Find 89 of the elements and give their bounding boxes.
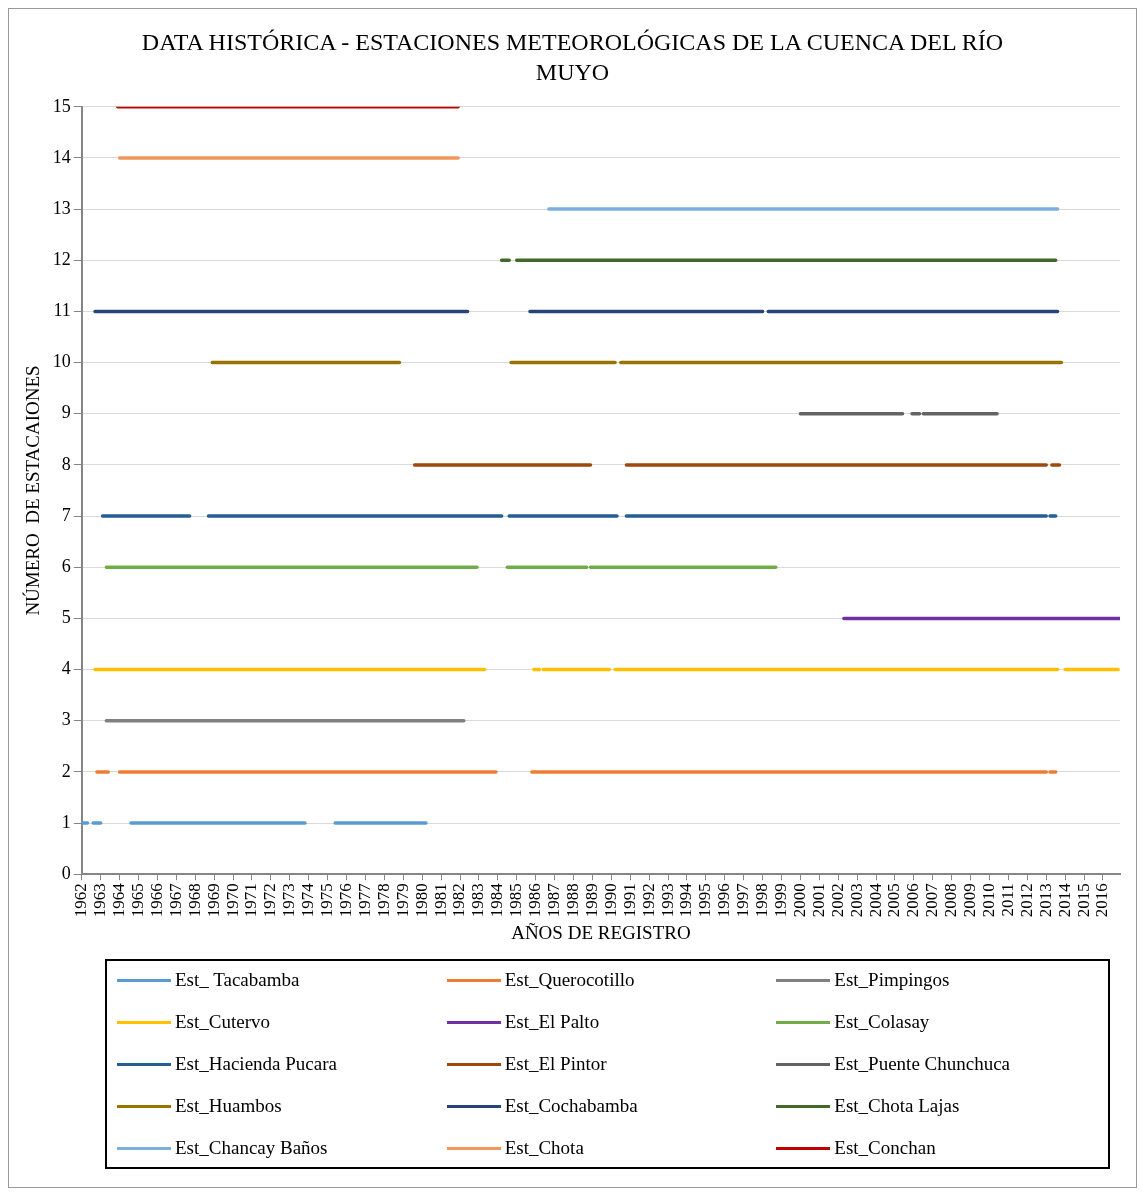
x-tick-label: 2002 [827, 883, 847, 918]
x-tick-label: 1966 [146, 883, 166, 918]
x-tick-label: 1989 [581, 883, 601, 918]
y-tick-label: 0 [61, 862, 71, 883]
x-tick-label: 1978 [373, 883, 393, 918]
y-tick-label: 8 [61, 453, 71, 474]
x-tick-label: 1963 [90, 883, 110, 918]
x-tick-label: 1984 [487, 882, 507, 918]
x-tick-label: 1981 [430, 883, 450, 918]
x-tick-label: 2005 [884, 883, 904, 918]
y-tick-label: 5 [61, 607, 71, 628]
legend-label: Est_Conchan [834, 1137, 936, 1159]
x-tick-label: 1990 [600, 883, 620, 918]
x-tick-label: 1983 [468, 883, 488, 918]
x-tick-label: 1964 [109, 882, 129, 918]
legend-label: Est_Colasay [834, 1011, 930, 1033]
x-tick-label: 2008 [941, 883, 961, 918]
x-tick-label: 1999 [770, 883, 790, 918]
x-tick-label: 1976 [336, 883, 356, 918]
legend-label: Est_Chota Lajas [834, 1095, 960, 1117]
x-tick-label: 2010 [978, 883, 998, 918]
y-tick-label: 3 [61, 709, 71, 730]
x-tick-label: 1967 [165, 882, 185, 918]
x-tick-label: 1996 [714, 883, 734, 918]
x-tick-label: 1962 [71, 883, 91, 918]
x-tick-label: 2011 [997, 883, 1017, 917]
x-tick-label: 2012 [1016, 883, 1036, 918]
y-tick-label: 9 [61, 402, 71, 423]
x-tick-label: 1997 [733, 882, 753, 918]
x-tick-label: 2009 [960, 883, 980, 918]
x-tick-label: 1980 [411, 883, 431, 918]
x-tick-label: 1979 [392, 883, 412, 918]
legend-label: Est_Chota [504, 1137, 584, 1159]
y-tick-label: 4 [61, 658, 71, 679]
legend-label: Est_Querocotillo [504, 969, 635, 991]
x-tick-label: 1991 [619, 883, 639, 918]
y-tick-label: 12 [52, 249, 71, 270]
x-tick-label: 2007 [922, 882, 942, 918]
x-tick-label: 1975 [317, 883, 337, 918]
y-tick-label: 13 [52, 197, 71, 218]
x-tick-label: 1988 [562, 883, 582, 918]
x-tick-label: 1965 [128, 883, 147, 918]
x-tick-label: 2014 [1054, 882, 1074, 918]
x-tick-label: 2015 [1073, 883, 1093, 918]
x-tick-label: 1974 [298, 882, 318, 918]
legend-label: Est_Chancay Baños [175, 1137, 328, 1159]
legend-label: Est_El Palto [504, 1011, 600, 1033]
x-tick-label: 1971 [241, 883, 261, 918]
x-tick-label: 1973 [279, 883, 299, 918]
y-tick-label: 11 [53, 300, 71, 321]
y-tick-label: 15 [52, 95, 71, 116]
y-tick-label: 10 [52, 351, 71, 372]
x-tick-label: 1994 [676, 882, 696, 918]
x-tick-label: 1977 [354, 882, 374, 918]
chart-title: DATA HISTÓRICA - ESTACIONES METEOROLÓGICAS DE LA CUENCA DEL RÍO MUYO [140, 28, 1005, 87]
x-tick-label: 2003 [846, 883, 866, 918]
x-tick-label: 1986 [525, 883, 545, 918]
x-tick-label: 1968 [184, 883, 204, 918]
legend-label: Est_Hacienda Pucara [175, 1053, 337, 1075]
x-axis-title: AÑOS DE REGISTRO [511, 921, 691, 943]
x-tick-label: 2004 [865, 882, 885, 918]
x-tick-label: 1987 [544, 882, 564, 918]
x-tick-label: 1985 [506, 883, 526, 918]
legend-label: Est_ Tacabamba [175, 969, 300, 991]
x-tick-label: 1969 [203, 883, 223, 918]
x-tick-label: 1982 [449, 883, 469, 918]
x-tick-label: 2016 [1092, 883, 1112, 918]
y-tick-label: 2 [61, 760, 71, 781]
x-tick-label: 1993 [657, 883, 677, 918]
x-tick-label: 2000 [789, 883, 809, 918]
legend-label: Est_Pimpingos [834, 969, 950, 991]
x-tick-label: 2001 [808, 883, 828, 918]
legend-label: Est_El Pintor [504, 1053, 607, 1075]
x-tick-label: 1992 [638, 883, 658, 918]
x-tick-label: 2006 [903, 883, 923, 918]
legend-label: Est_Huambos [175, 1095, 282, 1117]
y-tick-label: 6 [61, 555, 71, 576]
legend-label: Est_Cochabamba [504, 1095, 638, 1117]
y-axis-title: NÚMERO DE ESTACAIONES [22, 365, 44, 616]
x-tick-label: 1998 [752, 883, 772, 918]
legend-label: Est_Cutervo [175, 1011, 270, 1033]
x-tick-label: 2013 [1035, 883, 1055, 918]
x-tick-label: 1972 [260, 883, 280, 918]
x-tick-label: 1970 [222, 883, 242, 918]
y-tick-label: 14 [52, 146, 71, 167]
y-tick-label: 7 [61, 504, 71, 525]
legend-label: Est_Puente Chunchuca [834, 1053, 1011, 1075]
x-tick-label: 1995 [695, 883, 715, 918]
y-tick-label: 1 [61, 811, 71, 832]
